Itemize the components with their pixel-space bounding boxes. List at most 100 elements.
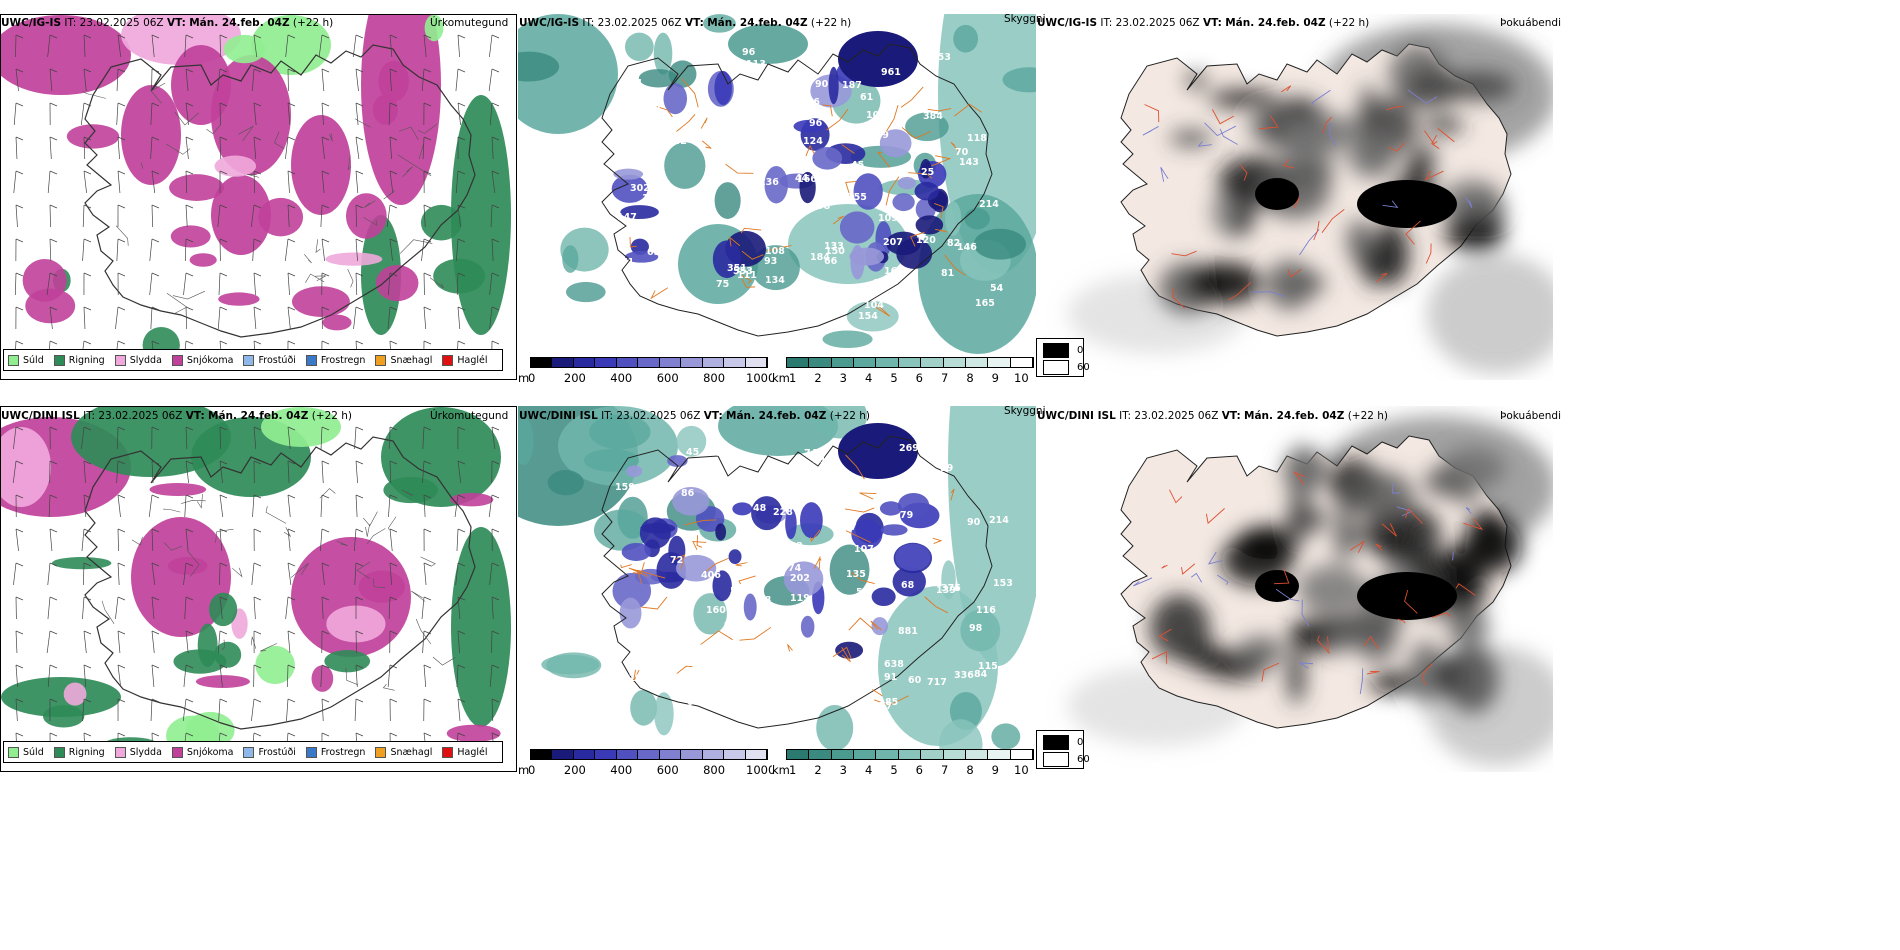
scale-cell [724,750,746,759]
road-line [1375,543,1383,551]
wind-barb [185,460,194,465]
ceiling-value-label: 97 [874,572,887,583]
wind-barb [15,102,24,107]
precip-area [173,649,227,674]
coastline [84,436,476,730]
wind-barb [321,664,330,669]
scale-cell [616,750,639,759]
road-line [818,556,821,570]
visibility-scale-tick: 6 [915,371,923,385]
scale-cell [943,750,966,759]
wind-barb [253,238,262,243]
wind-barb [253,34,262,39]
wind-barb [219,460,228,465]
road-line [150,82,166,104]
low-ceiling-area [656,552,686,589]
road-line [620,564,632,569]
wind-barb [457,102,466,107]
road-line [935,228,948,233]
panel-title-precip-top: Úrkomutegund [430,17,509,29]
ceiling-value-label: 90 [815,79,829,90]
low-visibility-area [624,32,654,62]
wind-barb [83,272,92,277]
wind-barb [15,68,24,73]
wind-barb [389,528,393,552]
road-line [1327,636,1329,653]
wind-barb [287,664,289,688]
wind-barb [185,528,189,552]
fog-area [1424,466,1463,497]
wind-barb [49,102,58,107]
wind-barb [491,170,496,194]
legend-label: Snæhagl [390,354,433,366]
low-visibility-area [1002,67,1036,93]
wind-barb [320,664,323,688]
panel-title-fog-top: Þokuábendi [1500,17,1561,29]
ceiling-value-label: 150 [825,246,845,257]
road-line [740,227,762,234]
wind-barb [83,340,92,345]
wind-barb [457,460,466,465]
low-visibility-area [703,14,736,33]
fog-area [1255,570,1299,602]
ceiling-value-label: 85 [885,697,898,708]
wind-barb [49,68,58,73]
wind-barb [489,272,493,296]
precip-area [358,570,405,603]
ceiling-value-label: 476 [640,485,660,496]
scale-cell [943,358,966,367]
wind-barb [491,528,500,533]
scale-cell [787,358,810,367]
wind-barb [184,34,187,58]
road-line [417,123,438,134]
wind-barb [455,170,459,194]
ceiling-value-label: 55 [856,587,869,598]
legend-swatch [243,746,255,758]
precip-legend-item: Slydda [114,354,162,366]
wind-barb [185,204,194,209]
scale-cell [831,358,855,367]
visibility-scale-tick: 9 [991,763,999,777]
low-ceiling-area [743,593,757,621]
wind-barb [457,68,466,73]
wind-barb [151,732,160,737]
wind-barb [185,272,194,277]
ceiling-value-label: 116 [976,605,996,616]
wind-barb [219,664,223,688]
wind-barb [49,528,53,552]
wind-barb [83,494,87,518]
wind-barb [13,562,17,586]
wind-barb [49,272,58,277]
road-line [411,590,426,602]
ceiling-scale-tick: 1000 [746,371,776,385]
coastline [601,435,993,729]
fog-area [1466,508,1509,562]
road-line [1465,507,1472,514]
wind-barb [80,102,85,126]
wind-barb [321,170,330,175]
road-line [365,524,370,537]
road-line [221,639,225,651]
wind-barb [253,306,257,330]
ceiling-value-label: 102 [783,541,803,552]
wind-barb [117,494,121,518]
wind-barb [287,630,291,654]
fog-area [1297,564,1367,615]
road-line [908,172,933,179]
wind-barb [219,494,228,499]
low-visibility-area [822,330,873,349]
low-ceiling-area [639,517,671,549]
wind-barb [457,306,461,330]
wind-barb [491,630,500,635]
road-line [832,215,844,225]
precip-area [131,517,231,637]
scale-cell [1010,750,1033,759]
road-line [877,151,891,168]
wind-barb [287,272,296,277]
road-line [884,104,899,134]
wind-barb [117,528,119,552]
ceiling-value-label: 143 [641,104,661,115]
road-line [1191,572,1203,583]
low-ceiling-area [714,70,732,106]
wind-barb [456,272,459,296]
